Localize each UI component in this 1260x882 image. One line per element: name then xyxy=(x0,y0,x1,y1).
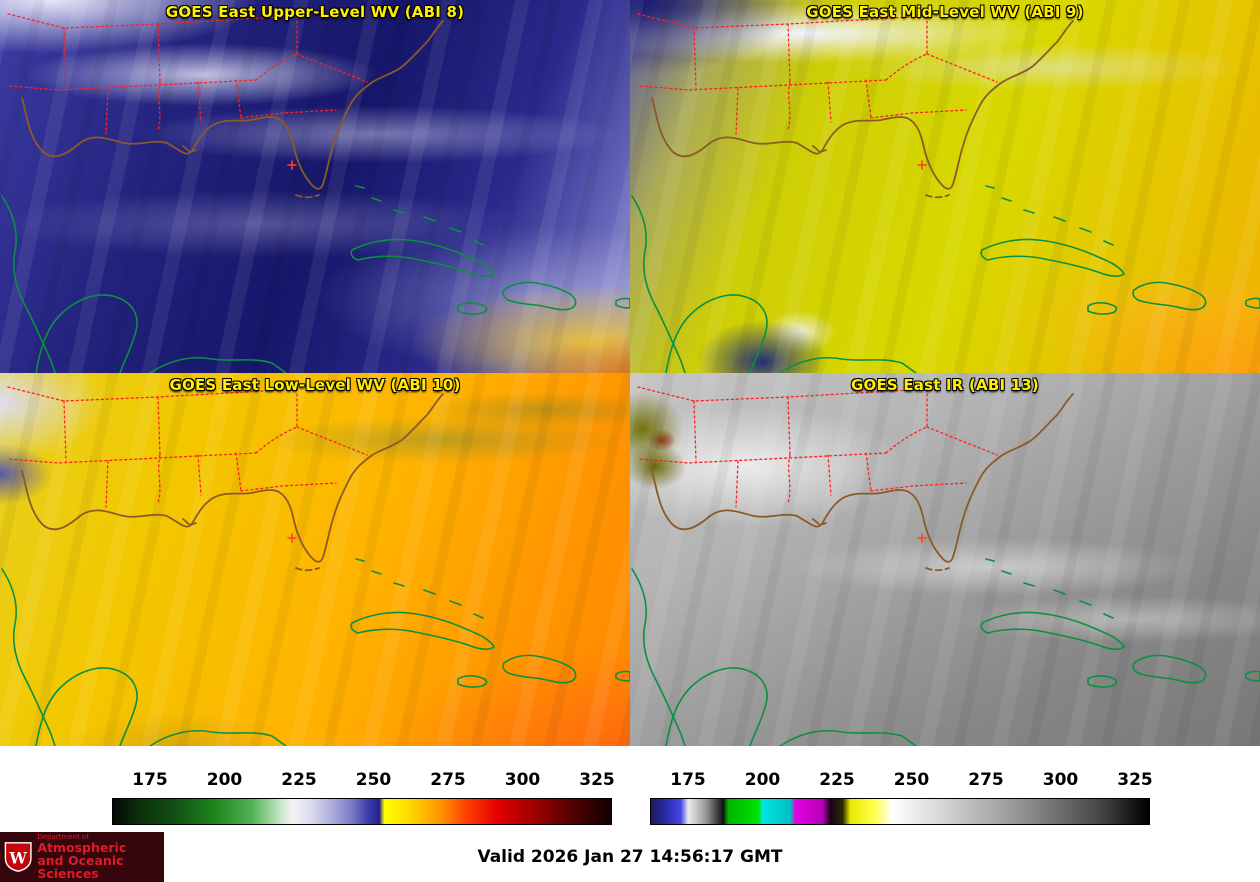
logo-line1: Atmospheric xyxy=(37,839,127,855)
wv-colorbar xyxy=(112,798,612,825)
panel-ir: GOES East IR (ABI 13) xyxy=(630,373,1260,746)
ir-colorbar-ticks: 175 200 225 250 275 300 325 xyxy=(650,746,1153,798)
logo-line2: and Oceanic Sciences xyxy=(37,853,124,882)
map-overlay xyxy=(631,13,1260,373)
uw-crest-icon: W xyxy=(4,842,32,872)
panel-title-upper-wv: GOES East Upper-Level WV (ABI 8) xyxy=(165,3,465,21)
colorbar-tick-label: 200 xyxy=(744,770,781,790)
logo-dept-line: Department of xyxy=(37,832,89,841)
wv-colorbar-group: 175 200 225 250 275 300 325 xyxy=(112,746,615,825)
ir-colorbar-group: 175 200 225 250 275 300 325 xyxy=(650,746,1153,825)
colorbar-tick-label: 325 xyxy=(579,770,615,790)
map-overlay xyxy=(1,386,630,746)
colorbar-tick-label: 275 xyxy=(968,770,1004,790)
panel-grid: GOES East Upper-Level WV (ABI 8) GOES Ea… xyxy=(0,0,1260,746)
ir-colorbar xyxy=(650,798,1150,825)
panel-title-mid-wv: GOES East Mid-Level WV (ABI 9) xyxy=(806,3,1084,21)
colorbar-tick-label: 300 xyxy=(504,770,541,790)
map-overlay xyxy=(1,13,630,373)
colorbar-tick-label: 175 xyxy=(132,770,168,790)
panel-title-low-wv: GOES East Low-Level WV (ABI 10) xyxy=(169,376,461,394)
colorbar-tick-label: 200 xyxy=(206,770,243,790)
wv-colorbar-ticks: 175 200 225 250 275 300 325 xyxy=(112,746,615,798)
panel-mid-level-wv: GOES East Mid-Level WV (ABI 9) xyxy=(630,0,1260,373)
map-overlay xyxy=(631,386,1260,746)
colorbar-tick-label: 225 xyxy=(281,770,317,790)
colorbar-tick-label: 325 xyxy=(1117,770,1153,790)
colorbar-tick-label: 175 xyxy=(670,770,706,790)
svg-text:W: W xyxy=(8,848,27,867)
panel-upper-level-wv: GOES East Upper-Level WV (ABI 8) xyxy=(0,0,630,373)
colorbar-row: 175 200 225 250 275 300 325 175 200 225 250 275 300… xyxy=(0,746,1260,832)
aos-logo-text: Department of Atmospheric and Oceanic Sc… xyxy=(37,832,164,882)
footer: W Department of Atmospheric and Oceanic … xyxy=(0,832,1260,882)
colorbar-tick-label: 300 xyxy=(1042,770,1079,790)
panel-title-ir: GOES East IR (ABI 13) xyxy=(850,376,1039,394)
colorbar-tick-label: 225 xyxy=(819,770,855,790)
colorbar-tick-label: 250 xyxy=(893,770,930,790)
valid-time: Valid 2026 Jan 27 14:56:17 GMT xyxy=(477,847,783,867)
colorbar-tick-label: 250 xyxy=(355,770,392,790)
colorbar-tick-label: 275 xyxy=(430,770,466,790)
panel-low-level-wv: GOES East Low-Level WV (ABI 10) xyxy=(0,373,630,746)
aos-logo: W Department of Atmospheric and Oceanic … xyxy=(0,832,164,882)
